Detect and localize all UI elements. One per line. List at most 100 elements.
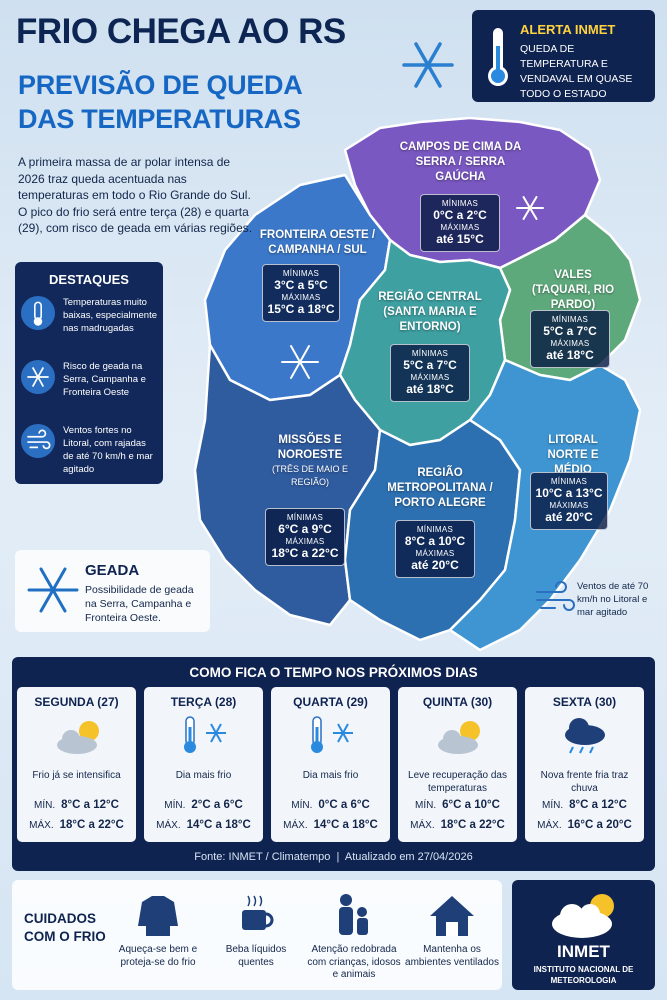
region-label: MISSÕES E NOROESTE (TRÊS DE MAIO E REGIÃO… xyxy=(255,433,365,489)
region-label: CAMPOS DE CIMA DA SERRA / SERRA GAÚCHA xyxy=(398,140,523,185)
region-name: LITORAL NORTE E MÉDIO xyxy=(547,434,599,476)
wind-icon xyxy=(536,581,575,611)
max-value: 18°C a 22°C xyxy=(440,819,505,831)
day-title: SEXTA (30) xyxy=(552,695,617,709)
alert-title: ALERTA INMET xyxy=(520,22,616,37)
day-text: Dia mais frio xyxy=(302,770,359,781)
min-value: 2°C a 6°C xyxy=(191,799,243,811)
day-card: TERÇA (28) Dia mais frio MÍN. 2°C a 6°C MÁX.… xyxy=(144,687,263,842)
max-row: MÁX. 18°C a 22°C xyxy=(17,819,136,831)
region-name: MISSÕES E NOROESTE xyxy=(277,434,343,461)
min-value: 10°C a 13°C xyxy=(535,486,603,500)
snowflake-icon xyxy=(27,567,79,613)
min-label: MÍNIMAS xyxy=(441,199,479,208)
min-value: 6°C a 10°C xyxy=(442,799,500,811)
logo-box: INMET INSTITUTO NACIONAL DE METEOROLOGIA xyxy=(512,880,655,990)
region-box: MÍNIMAS 10°C a 13°C MÁXIMAS até 20°C xyxy=(530,472,608,530)
wind-note: Ventos de até 70 km/h no Litoral e mar a… xyxy=(577,581,649,618)
care-icon xyxy=(324,892,384,940)
region-name: CAMPOS DE CIMA DA SERRA / SERRA GAÚCHA xyxy=(399,141,522,183)
weather-icon xyxy=(297,713,365,757)
highlight-text: Temperaturas muito baixas, especialmente… xyxy=(63,297,157,334)
highlight-icon xyxy=(21,360,55,394)
min-value: 6°C a 9°C xyxy=(278,522,332,536)
max-value: 16°C a 20°C xyxy=(567,819,632,831)
icon xyxy=(33,301,43,326)
highlights-title: DESTAQUES xyxy=(49,272,129,287)
min-label: MÍNIMAS xyxy=(550,477,588,486)
day-title: QUARTA (29) xyxy=(293,695,368,709)
forecast-panel: COMO FICA O TEMPO NOS PRÓXIMOS DIAS SEGUN… xyxy=(12,657,655,871)
intro: A primeira massa de ar polar intensa de … xyxy=(18,155,253,235)
alert-text: QUEDA DE TEMPERATURA E VENDAVAL EM QUASE… xyxy=(520,43,633,100)
max-row: MÁX. 18°C a 22°C xyxy=(398,819,517,831)
max-value: 14°C a 18°C xyxy=(186,819,251,831)
icon xyxy=(310,716,353,753)
frost-title: GEADA xyxy=(85,562,140,579)
max-label: MÁXIMAS xyxy=(285,537,325,546)
min-row: MÍN. 0°C a 6°C xyxy=(271,799,390,811)
region-name: VALES (TAQUARI, RIO PARDO) xyxy=(531,269,615,311)
highlight-text: Ventos fortes no Litoral, com rajadas de… xyxy=(63,425,153,475)
min-label: MÍN. xyxy=(291,800,313,811)
care-panel: CUIDADOS COM O FRIO Aqueça-se bem e prote… xyxy=(12,880,502,990)
region-name: REGIÃO CENTRAL (SANTA MARIA E ENTORNO) xyxy=(378,291,482,333)
min-label: MÍN. xyxy=(34,800,56,811)
min-value: 8°C a 12°C xyxy=(61,799,119,811)
source: Fonte: INMET / Climatempo xyxy=(194,851,331,863)
max-row: MÁX. 16°C a 20°C xyxy=(525,819,644,831)
day-card: SEGUNDA (27) Frio já se intensifica MÍN. 8°… xyxy=(17,687,136,842)
icon xyxy=(183,716,226,753)
min-row: MÍN. 2°C a 6°C xyxy=(144,799,263,811)
icon xyxy=(437,721,480,754)
min-value: 8°C a 12°C xyxy=(569,799,627,811)
max-label: MÁX. xyxy=(410,820,435,831)
min-value: 5°C a 7°C xyxy=(543,324,597,338)
care-icon xyxy=(128,892,188,940)
icon xyxy=(242,895,274,930)
care-icon xyxy=(226,892,286,940)
min-value: 8°C a 10°C xyxy=(404,534,466,548)
day-text: Dia mais frio xyxy=(175,770,232,781)
max-value: até 20°C xyxy=(411,558,459,572)
region-box: MÍNIMAS 5°C a 7°C MÁXIMAS até 18°C xyxy=(390,344,470,402)
max-value: até 18°C xyxy=(406,382,454,396)
min-label: MÍNIMAS xyxy=(282,269,320,278)
care-text: Mantenha os ambientes ventilados xyxy=(405,944,499,968)
region-label: REGIÃO CENTRAL (SANTA MARIA E ENTORNO) xyxy=(375,290,485,335)
min-row: MÍN. 8°C a 12°C xyxy=(525,799,644,811)
frost-box: GEADA Possibilidade de geada na Serra, C… xyxy=(15,550,210,632)
region-box: MÍNIMAS 6°C a 9°C MÁXIMAS 18°C a 22°C xyxy=(265,508,345,566)
weather-icon xyxy=(551,713,619,757)
care-icon xyxy=(422,892,482,940)
region-box: MÍNIMAS 8°C a 10°C MÁXIMAS até 20°C xyxy=(395,520,475,578)
icon xyxy=(56,721,99,754)
max-label: MÁX. xyxy=(283,820,308,831)
day-text: Frio já se intensifica xyxy=(32,770,121,781)
min-label: MÍNIMAS xyxy=(411,349,449,358)
day-title: SEGUNDA (27) xyxy=(34,695,119,709)
region-note: (TRÊS DE MAIO E REGIÃO) xyxy=(271,464,348,487)
highlights-box: DESTAQUES Temperaturas muito baixas, espe… xyxy=(15,262,163,484)
max-value: 14°C a 18°C xyxy=(313,819,378,831)
min-row: MÍN. 6°C a 10°C xyxy=(398,799,517,811)
max-value: até 20°C xyxy=(545,510,593,524)
region-name: REGIÃO METROPOLITANA / PORTO ALEGRE xyxy=(387,467,493,509)
max-label: MÁXIMAS xyxy=(550,339,590,348)
region-label: FRONTEIRA OESTE / CAMPANHA / SUL xyxy=(255,228,380,258)
max-label: MÁX. xyxy=(29,820,54,831)
min-value: 3°C a 5°C xyxy=(274,278,328,292)
region-box: MÍNIMAS 3°C a 5°C MÁXIMAS 15°C a 18°C xyxy=(262,264,340,322)
updated: Atualizado em 27/04/2026 xyxy=(344,851,473,863)
thermometer-icon xyxy=(488,28,508,86)
icon xyxy=(339,894,368,935)
care-text: Aqueça-se bem e proteja-se do frio xyxy=(118,944,198,968)
title: FRIO CHEGA AO RS xyxy=(16,12,346,51)
weather-icon xyxy=(170,713,238,757)
max-value: 18°C a 22°C xyxy=(59,819,124,831)
care-text: Atenção redobrada com crianças, idosos e… xyxy=(307,944,401,980)
icon xyxy=(564,718,605,754)
max-row: MÁX. 14°C a 18°C xyxy=(271,819,390,831)
max-label: MÁXIMAS xyxy=(549,501,589,510)
day-card: QUINTA (30) Leve recuperação das temperat… xyxy=(398,687,517,842)
